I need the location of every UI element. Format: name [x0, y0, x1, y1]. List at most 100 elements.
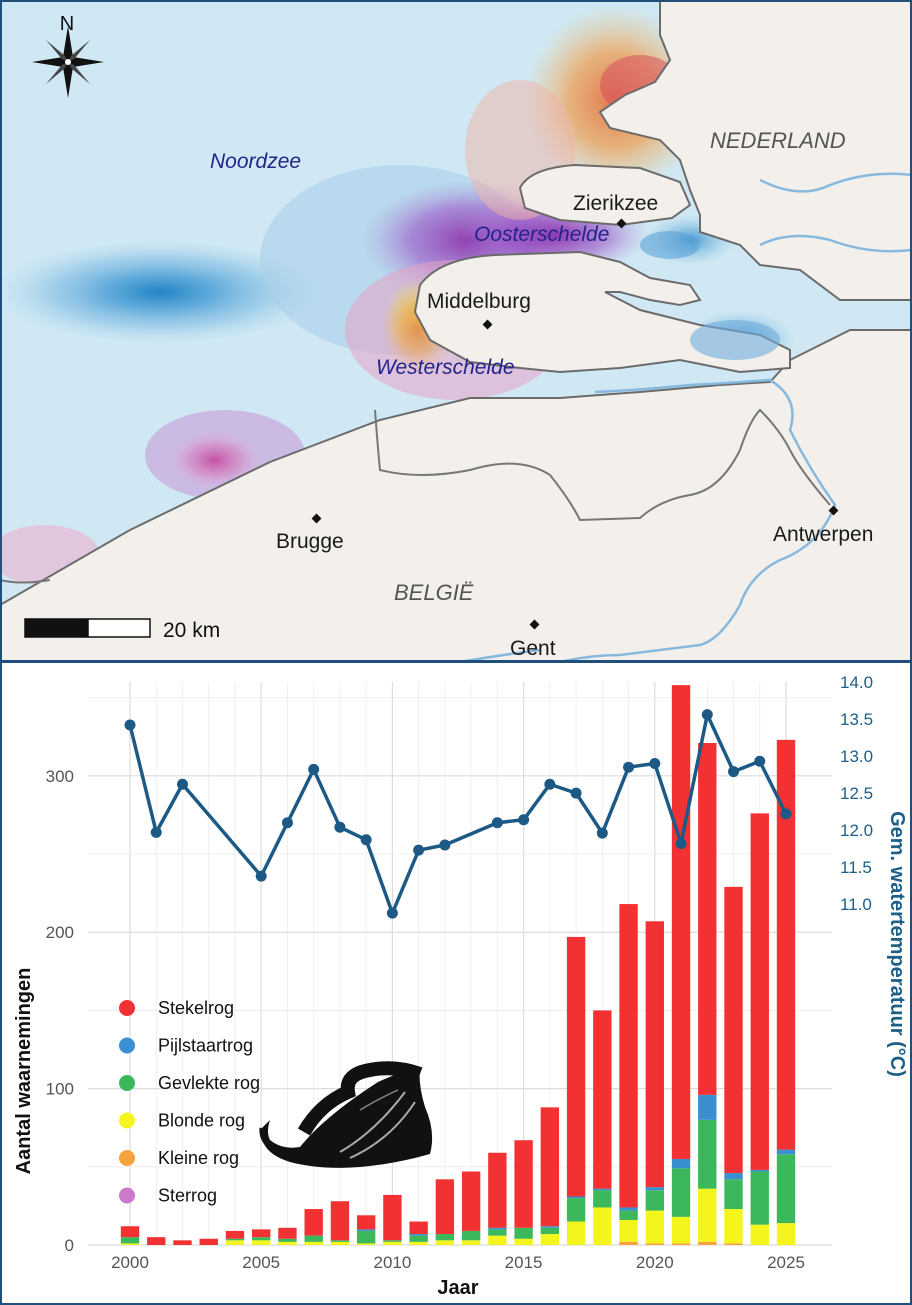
bar-segment — [540, 1227, 560, 1235]
bar-segment — [435, 1234, 455, 1241]
legend-label: Sterrog — [158, 1186, 217, 1206]
bar-segment — [225, 1238, 245, 1241]
stingray-icon — [259, 1061, 433, 1168]
bar-segment — [330, 1240, 350, 1242]
y2-tick-label: 13.5 — [840, 710, 873, 729]
y2-tick-label: 11.5 — [840, 858, 872, 877]
bar-segment — [409, 1235, 428, 1242]
bar-segment — [304, 1209, 323, 1236]
city-dot-icon — [616, 218, 627, 229]
bar-segment — [724, 1243, 743, 1245]
bar-segment — [356, 1215, 376, 1230]
land-netherlands — [598, 0, 912, 301]
y-tick-label: 300 — [46, 767, 74, 786]
bar-segment — [356, 1230, 376, 1244]
temperature-point — [308, 763, 320, 775]
land-belgium — [0, 329, 912, 662]
temperature-point — [780, 808, 792, 820]
bar-segment — [383, 1194, 402, 1241]
bar-segment — [671, 1216, 691, 1244]
temperature-point — [360, 834, 372, 846]
bar-segment — [619, 904, 638, 1208]
bar-segment — [566, 1196, 586, 1199]
legend-label: Blonde rog — [158, 1111, 245, 1131]
temperature-point — [649, 757, 661, 769]
bar-segment — [593, 1207, 612, 1245]
bar-segment — [278, 1227, 297, 1239]
temperature-point — [413, 844, 425, 856]
bar-segment — [698, 1094, 717, 1120]
water-label-oosterschelde: Oosterschelde — [474, 223, 609, 246]
bar-segment — [776, 1223, 796, 1245]
bar-segment — [356, 1243, 376, 1245]
bar-segment — [488, 1152, 507, 1228]
city-dot-icon — [482, 319, 493, 330]
bar-segment — [750, 813, 769, 1170]
bar-segment — [540, 1107, 560, 1227]
legend-swatch — [119, 1075, 135, 1091]
city-markers — [311, 218, 839, 630]
y2-tick-label: 11.0 — [840, 895, 872, 914]
compass-rose-icon — [32, 26, 104, 98]
borders — [0, 408, 831, 584]
bar-segment — [671, 685, 691, 1159]
bar-segment — [776, 1154, 796, 1224]
bar-segment — [750, 1224, 769, 1245]
temperature-point — [281, 817, 293, 829]
legend-swatch — [119, 1000, 135, 1016]
bar-segment — [698, 1119, 717, 1189]
water-label-westerschelde: Westerschelde — [376, 356, 515, 379]
temperature-point — [570, 787, 582, 799]
bar-segment — [724, 1179, 743, 1210]
north-label: N — [60, 13, 74, 35]
legend-label: Kleine rog — [158, 1148, 239, 1168]
bar-segment — [750, 1169, 769, 1172]
axis-ticks: 2000 2005 2010 2015 2020 2025 0 100 200 300 11.0 11… — [46, 673, 873, 1272]
bar-segment — [619, 1241, 638, 1245]
bar-segment — [671, 1168, 691, 1217]
temperature-line — [124, 709, 792, 919]
land-schouwen — [518, 163, 692, 227]
bar-segment — [698, 1241, 717, 1245]
bar-segment — [173, 1240, 192, 1245]
city-dot-icon — [529, 619, 540, 630]
y2-tick-label: 14.0 — [840, 673, 873, 692]
temperature-point — [150, 826, 162, 838]
bar-segment — [147, 1237, 166, 1245]
scale-label: 20 km — [163, 619, 220, 642]
city-label-brugge: Brugge — [276, 530, 344, 553]
city-label-antwerpen: Antwerpen — [773, 523, 873, 546]
bar-segment — [540, 1234, 560, 1245]
bar-segment — [461, 1230, 481, 1241]
bar-segment — [225, 1230, 245, 1239]
bar-segment — [724, 886, 743, 1174]
bar-segment — [645, 1210, 664, 1244]
bar-segment — [199, 1238, 218, 1245]
temperature-point — [596, 827, 608, 839]
temperature-point — [124, 719, 136, 731]
city-label-middelburg: Middelburg — [427, 290, 531, 313]
legend-swatch — [119, 1112, 135, 1129]
temperature-point — [728, 766, 740, 778]
temperature-point — [386, 907, 398, 919]
chart-panel: 2000 2005 2010 2015 2020 2025 0 100 200 300 11.0 11… — [0, 662, 912, 1305]
temperature-point — [754, 755, 766, 767]
bar-segment — [698, 742, 717, 1095]
legend: Stekelrog Pijlstaartrog Gevlekte rog Blonde… — [119, 998, 260, 1206]
stacked-bars — [120, 685, 796, 1245]
bar-segment — [776, 739, 796, 1150]
bar-segment — [435, 1240, 455, 1245]
legend-label: Stekelrog — [158, 998, 234, 1018]
temperature-point — [675, 837, 687, 849]
city-dot-icon — [311, 513, 322, 524]
bar-segment — [461, 1240, 481, 1245]
bar-segment — [566, 936, 586, 1197]
temperature-point — [544, 778, 556, 790]
legend-swatch — [119, 1150, 135, 1166]
bar-segment — [488, 1235, 507, 1245]
temperature-point — [334, 821, 346, 833]
bar-segment — [645, 1187, 664, 1191]
bar-segment — [252, 1237, 271, 1241]
y-tick-label: 0 — [65, 1236, 74, 1255]
temperature-point — [439, 839, 451, 851]
